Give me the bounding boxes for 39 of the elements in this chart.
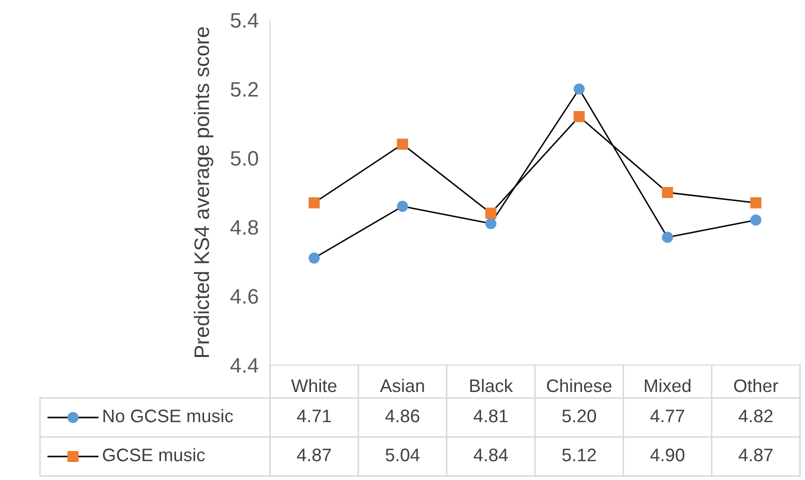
point (662, 186, 674, 198)
x-tick-label: Mixed (644, 378, 690, 392)
data-label: 4.84 (474, 448, 508, 462)
point (396, 138, 408, 150)
data-label: 4.82 (738, 410, 772, 422)
data-label: 5.04 (386, 448, 420, 462)
data-label: 5.12 (562, 448, 596, 462)
point (308, 197, 320, 208)
x-tick-label: Black (470, 378, 513, 392)
y-tick-label: 4.6 (230, 289, 258, 304)
data-label: 4.90 (650, 448, 684, 462)
point (574, 83, 585, 95)
point (574, 111, 585, 122)
y-tick-label: 4.4 (230, 358, 258, 373)
y-tick-label: 5.0 (230, 151, 258, 166)
point (485, 218, 496, 230)
data-label: 4.71 (297, 410, 331, 422)
point (750, 214, 762, 226)
y-axis-title: Predicted KS4 average points score (194, 27, 214, 357)
data-label: 4.87 (297, 448, 331, 462)
legend-label: No GCSE music (103, 409, 233, 422)
x-tick-label: White (291, 378, 336, 392)
y-tick-label: 5.2 (230, 82, 258, 97)
point (396, 200, 408, 212)
x-tick-label: Chinese (546, 378, 612, 392)
data-label: 4.77 (650, 410, 684, 422)
data-label: 4.87 (738, 448, 772, 462)
x-tick-label: Asian (380, 378, 424, 392)
x-tick-label: Other (734, 378, 778, 392)
point (662, 232, 674, 243)
point (750, 197, 762, 208)
data-label: 4.81 (474, 410, 508, 422)
y-tick-label: 4.8 (230, 220, 258, 235)
y-tick-label: 5.4 (230, 13, 258, 28)
data-label: 5.20 (562, 410, 596, 422)
point (485, 208, 496, 219)
legend-label: GCSE music (102, 448, 205, 462)
data-label: 4.86 (385, 410, 420, 422)
point (308, 252, 320, 264)
